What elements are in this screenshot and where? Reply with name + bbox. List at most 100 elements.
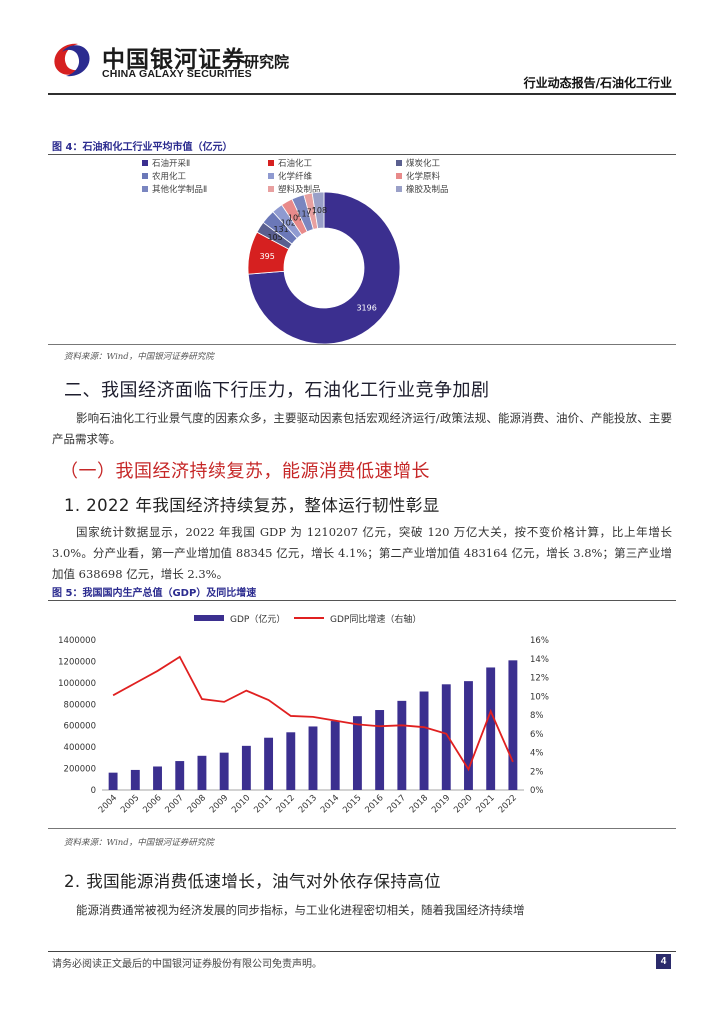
legend-label: 石油化工 bbox=[278, 159, 313, 169]
legend-swatch bbox=[142, 173, 148, 179]
gdp-bar bbox=[330, 721, 340, 790]
legend-bar-swatch bbox=[194, 615, 224, 621]
legend-item: 煤炭化工 bbox=[396, 157, 526, 169]
x-tick-label: 2014 bbox=[319, 793, 341, 815]
gdp-bar bbox=[441, 684, 451, 790]
x-tick-label: 2020 bbox=[452, 793, 474, 815]
subsection-subheading: 1. 2022 年我国经济持续复苏，整体运行韧性彰显 bbox=[64, 496, 440, 515]
figure5-bottom-rule bbox=[48, 828, 676, 829]
y-left-tick-label: 1400000 bbox=[58, 636, 96, 646]
donut-data-label: 3196 bbox=[356, 303, 376, 312]
y-right-tick-label: 12% bbox=[530, 674, 549, 684]
gdp-growth-line bbox=[112, 655, 514, 772]
y-right-tick-label: 6% bbox=[530, 730, 544, 740]
legend-label: 化学原料 bbox=[406, 172, 441, 182]
x-tick-label: 2013 bbox=[297, 793, 319, 815]
gdp-bar bbox=[508, 660, 518, 790]
x-tick-label: 2009 bbox=[208, 793, 230, 815]
logo-english-name: CHINA GALAXY SECURITIES bbox=[102, 68, 252, 80]
x-tick-label: 2017 bbox=[386, 793, 408, 815]
donut-data-label: 105 bbox=[267, 233, 282, 242]
y-right-tick-label: 4% bbox=[530, 749, 544, 759]
legend-swatch bbox=[142, 160, 148, 166]
gdp-bar bbox=[264, 737, 274, 790]
legend-label: 塑料及制品 bbox=[278, 185, 321, 195]
section-paragraph: 影响石油化工行业景气度的因素众多，主要驱动因素包括宏观经济运行/政策法规、能源消… bbox=[52, 411, 672, 446]
legend-swatch bbox=[268, 173, 274, 179]
x-tick-label: 2016 bbox=[363, 793, 385, 815]
donut-data-label: 77 bbox=[307, 207, 317, 216]
gdp-bar bbox=[130, 769, 140, 790]
donut-data-label: 395 bbox=[260, 252, 275, 261]
gdp-bar bbox=[153, 766, 162, 790]
logo-chinese-name: 中国银河证券 bbox=[102, 47, 246, 73]
subsection-subheading-2: 2. 我国能源消费低速增长，油气对外依存保持高位 bbox=[64, 872, 442, 891]
donut-slice bbox=[247, 191, 401, 345]
footer-divider bbox=[48, 951, 676, 952]
gdp-bar bbox=[352, 716, 362, 790]
footer-disclaimer: 请务必阅读正文最后的中国银河证券股份有限公司免责声明。 bbox=[52, 959, 322, 970]
section-heading: 二、我国经济面临下行压力，石油化工行业竞争加剧 bbox=[64, 380, 490, 401]
legend-label: 石油开采Ⅱ bbox=[152, 159, 191, 169]
donut-data-label: 102 bbox=[281, 218, 296, 227]
figure4-title-rule bbox=[48, 154, 676, 155]
x-tick-label: 2008 bbox=[186, 793, 208, 815]
figure4-source: 资料来源：Wind，中国银河证券研究院 bbox=[64, 352, 214, 362]
x-tick-label: 2021 bbox=[474, 793, 496, 815]
gdp-bar bbox=[241, 745, 251, 790]
gdp-bar bbox=[464, 681, 473, 790]
chart-legend: GDP（亿元） GDP同比增速（右轴） bbox=[194, 613, 421, 625]
galaxy-logo-icon bbox=[54, 43, 90, 77]
figure5-title: 图 5：我国国内生产总值（GDP）及同比增速 bbox=[52, 588, 257, 599]
legend-label: 化学纤维 bbox=[278, 172, 313, 182]
legend-bar-label: GDP（亿元） bbox=[230, 613, 285, 625]
header-divider bbox=[48, 93, 676, 95]
legend-item: 其他化学制品Ⅱ bbox=[142, 183, 268, 195]
figure4-bottom-rule bbox=[48, 344, 676, 345]
legend-label: 农用化工 bbox=[152, 172, 187, 182]
x-tick-label: 2022 bbox=[497, 793, 519, 815]
y-right-tick-label: 10% bbox=[530, 692, 549, 702]
x-tick-label: 2018 bbox=[408, 793, 430, 815]
gdp-bar bbox=[486, 667, 496, 790]
x-tick-label: 2011 bbox=[252, 793, 274, 815]
page-number: 4 bbox=[656, 954, 671, 969]
company-logo bbox=[48, 38, 96, 82]
x-tick-label: 2012 bbox=[275, 793, 297, 815]
legend-swatch bbox=[396, 160, 402, 166]
legend-line-label: GDP同比增速（右轴） bbox=[330, 613, 421, 625]
legend-swatch bbox=[268, 160, 274, 166]
gdp-paragraph: 国家统计数据显示，2022 年我国 GDP 为 1210207 亿元，突破 12… bbox=[52, 525, 672, 581]
y-right-tick-label: 0% bbox=[530, 786, 544, 796]
gdp-bar bbox=[197, 755, 207, 790]
x-tick-label: 2010 bbox=[230, 793, 252, 815]
y-left-tick-label: 800000 bbox=[64, 700, 96, 710]
y-left-tick-label: 1000000 bbox=[58, 679, 96, 689]
figure4-legend: 石油开采Ⅱ 石油化工 煤炭化工 农用化工 化学纤维 化学原料 其他化学制品Ⅱ 塑… bbox=[142, 157, 562, 195]
gdp-bar bbox=[219, 752, 229, 790]
gdp-bar bbox=[375, 710, 385, 790]
gdp-bar bbox=[175, 761, 185, 790]
y-right-tick-label: 2% bbox=[530, 767, 544, 777]
subsection-heading: （一）我国经济持续复苏，能源消费低速增长 bbox=[60, 461, 430, 482]
y-right-tick-label: 16% bbox=[530, 636, 549, 646]
x-tick-label: 2019 bbox=[430, 793, 452, 815]
figure5-source: 资料来源：Wind，中国银河证券研究院 bbox=[64, 838, 214, 848]
logo-institute: 研究院 bbox=[244, 53, 290, 71]
legend-item: 塑料及制品 bbox=[268, 183, 396, 195]
x-tick-label: 2005 bbox=[119, 793, 141, 815]
report-type: 行业动态报告/石油化工行业 bbox=[523, 76, 672, 90]
legend-item: 橡胶及制品 bbox=[396, 183, 526, 195]
legend-swatch bbox=[396, 186, 402, 192]
y-left-tick-label: 400000 bbox=[64, 743, 96, 753]
y-right-tick-label: 8% bbox=[530, 711, 544, 721]
figure5-gdp-chart: GDP（亿元） GDP同比增速（右轴） 0 200000 400000 600000 8… bbox=[58, 613, 549, 815]
legend-item: 石油开采Ⅱ bbox=[142, 157, 268, 169]
y-left-tick-label: 600000 bbox=[64, 722, 96, 732]
legend-item: 农用化工 bbox=[142, 170, 268, 182]
legend-item: 化学纤维 bbox=[268, 170, 396, 182]
y-left-tick-label: 0 bbox=[91, 786, 96, 796]
y-left-tick-label: 1200000 bbox=[58, 657, 96, 667]
x-tick-label: 2006 bbox=[141, 793, 163, 815]
figure5-title-rule bbox=[48, 600, 676, 601]
